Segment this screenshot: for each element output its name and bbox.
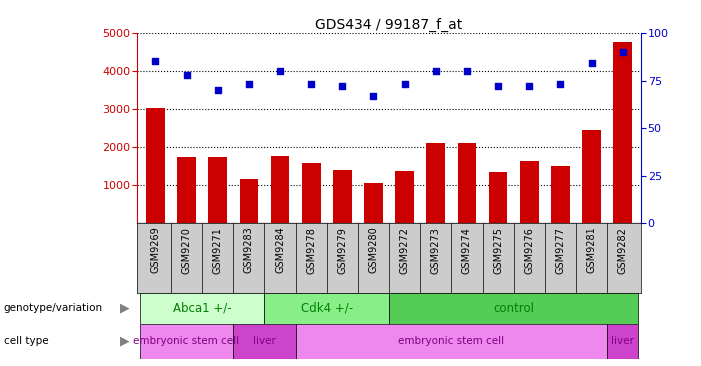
Point [306, 81, 317, 87]
Bar [389, 293, 639, 324]
Point [493, 83, 504, 89]
Text: Abca1 +/-: Abca1 +/- [173, 302, 231, 315]
Text: GSM9270: GSM9270 [182, 227, 191, 274]
Text: GSM9279: GSM9279 [337, 227, 347, 274]
Text: genotype/variation: genotype/variation [4, 303, 102, 313]
Bar [551, 166, 570, 223]
Point [617, 49, 628, 55]
Point [461, 68, 472, 74]
Bar [233, 324, 296, 359]
Point [336, 83, 348, 89]
Text: cell type: cell type [4, 336, 48, 346]
Text: liver: liver [253, 336, 276, 346]
Text: GSM9278: GSM9278 [306, 227, 316, 274]
Bar [395, 171, 414, 223]
Bar [146, 108, 165, 223]
Text: GSM9271: GSM9271 [212, 227, 223, 274]
Bar [426, 143, 445, 223]
Point [181, 72, 192, 78]
Text: GSM9275: GSM9275 [493, 227, 503, 274]
Text: GSM9274: GSM9274 [462, 227, 472, 274]
Text: embryonic stem cell: embryonic stem cell [133, 336, 240, 346]
Bar [583, 130, 601, 223]
Text: GSM9284: GSM9284 [275, 227, 285, 273]
Text: GSM9272: GSM9272 [400, 227, 409, 274]
Text: liver: liver [611, 336, 634, 346]
Point [524, 83, 535, 89]
Point [554, 81, 566, 87]
Bar [520, 161, 538, 223]
Bar [139, 293, 264, 324]
Bar [302, 163, 320, 223]
Point [586, 60, 597, 66]
Bar [177, 157, 196, 223]
Bar [613, 42, 632, 223]
Text: GSM9269: GSM9269 [151, 227, 161, 273]
Point [399, 81, 410, 87]
Text: ▶: ▶ [120, 335, 130, 348]
Text: GSM9280: GSM9280 [369, 227, 379, 273]
Bar [296, 324, 607, 359]
Point [430, 68, 442, 74]
Bar [458, 143, 476, 223]
Bar [208, 157, 227, 223]
Point [368, 93, 379, 99]
Text: GSM9277: GSM9277 [555, 227, 566, 274]
Point [212, 87, 224, 93]
Text: control: control [494, 302, 534, 315]
Text: GSM9276: GSM9276 [524, 227, 534, 274]
Bar [333, 170, 352, 223]
Text: ▶: ▶ [120, 302, 130, 315]
Point [243, 81, 254, 87]
Text: GSM9282: GSM9282 [618, 227, 627, 274]
Bar [607, 324, 639, 359]
Bar [489, 172, 508, 223]
Text: embryonic stem cell: embryonic stem cell [398, 336, 505, 346]
Text: GSM9273: GSM9273 [431, 227, 441, 274]
Title: GDS434 / 99187_f_at: GDS434 / 99187_f_at [315, 18, 463, 32]
Bar [271, 156, 290, 223]
Point [150, 59, 161, 64]
Bar [139, 324, 233, 359]
Text: Cdk4 +/-: Cdk4 +/- [301, 302, 353, 315]
Text: GSM9281: GSM9281 [587, 227, 597, 273]
Bar [240, 179, 258, 223]
Bar [264, 293, 389, 324]
Bar [364, 183, 383, 223]
Text: GSM9283: GSM9283 [244, 227, 254, 273]
Point [274, 68, 285, 74]
